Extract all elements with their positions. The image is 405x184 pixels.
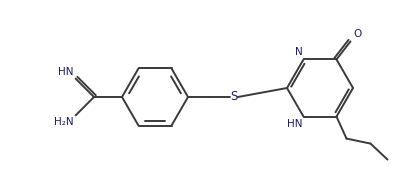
Text: S: S	[230, 91, 238, 103]
Text: O: O	[354, 29, 362, 39]
Text: N: N	[295, 47, 303, 57]
Text: HN: HN	[58, 67, 74, 77]
Text: HN: HN	[287, 118, 303, 129]
Text: H₂N: H₂N	[54, 117, 74, 127]
